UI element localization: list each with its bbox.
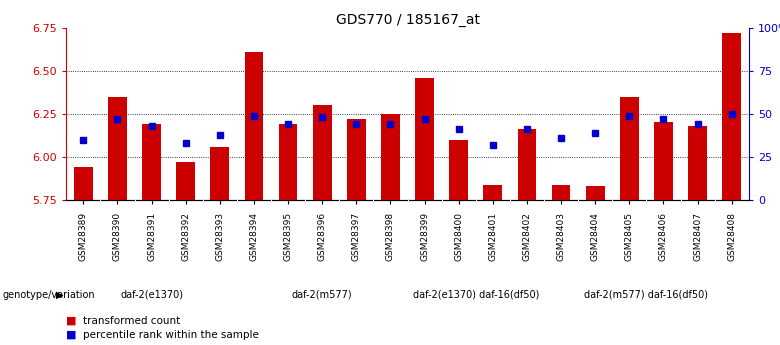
Text: GSM28389: GSM28389 (79, 212, 88, 262)
Bar (176, 162, 195, 200)
Bar (722, 33, 741, 200)
Bar (313, 105, 332, 200)
Bar (108, 97, 127, 200)
Text: GSM28395: GSM28395 (284, 212, 292, 262)
Bar (278, 124, 297, 200)
Text: GSM28403: GSM28403 (557, 212, 566, 261)
Text: ▶: ▶ (56, 290, 64, 300)
Bar (142, 124, 161, 200)
Bar (484, 185, 502, 200)
Text: daf-2(e1370) daf-16(df50): daf-2(e1370) daf-16(df50) (413, 290, 539, 300)
Text: GSM28400: GSM28400 (454, 212, 463, 261)
Bar (211, 147, 229, 200)
Text: GSM28397: GSM28397 (352, 212, 361, 262)
Text: GSM28408: GSM28408 (727, 212, 736, 261)
Text: percentile rank within the sample: percentile rank within the sample (83, 330, 259, 340)
Text: GSM28396: GSM28396 (317, 212, 327, 262)
Bar (620, 97, 639, 200)
Bar (74, 167, 93, 200)
Bar (347, 119, 366, 200)
Bar (551, 185, 570, 200)
Text: GSM28402: GSM28402 (523, 212, 531, 261)
Text: ■: ■ (66, 316, 76, 326)
Text: GSM28407: GSM28407 (693, 212, 702, 261)
Text: daf-2(m577) daf-16(df50): daf-2(m577) daf-16(df50) (584, 290, 708, 300)
Text: GSM28391: GSM28391 (147, 212, 156, 262)
Bar (415, 78, 434, 200)
Text: GSM28393: GSM28393 (215, 212, 225, 262)
Text: transformed count: transformed count (83, 316, 181, 326)
Text: GSM28394: GSM28394 (250, 212, 258, 261)
Bar (245, 52, 264, 200)
Text: GSM28406: GSM28406 (659, 212, 668, 261)
Bar (688, 126, 707, 200)
Text: GSM28399: GSM28399 (420, 212, 429, 262)
Text: genotype/variation: genotype/variation (2, 290, 95, 300)
Text: GSM28401: GSM28401 (488, 212, 498, 261)
Bar (381, 114, 400, 200)
Bar (586, 186, 604, 200)
Title: GDS770 / 185167_at: GDS770 / 185167_at (335, 12, 480, 27)
Bar (449, 140, 468, 200)
Text: daf-2(e1370): daf-2(e1370) (120, 290, 183, 300)
Bar (654, 122, 673, 200)
Text: daf-2(m577): daf-2(m577) (292, 290, 353, 300)
Bar (518, 129, 537, 200)
Text: GSM28392: GSM28392 (181, 212, 190, 261)
Text: GSM28398: GSM28398 (386, 212, 395, 262)
Text: GSM28405: GSM28405 (625, 212, 634, 261)
Text: GSM28404: GSM28404 (590, 212, 600, 261)
Text: ■: ■ (66, 330, 76, 340)
Text: GSM28390: GSM28390 (113, 212, 122, 262)
